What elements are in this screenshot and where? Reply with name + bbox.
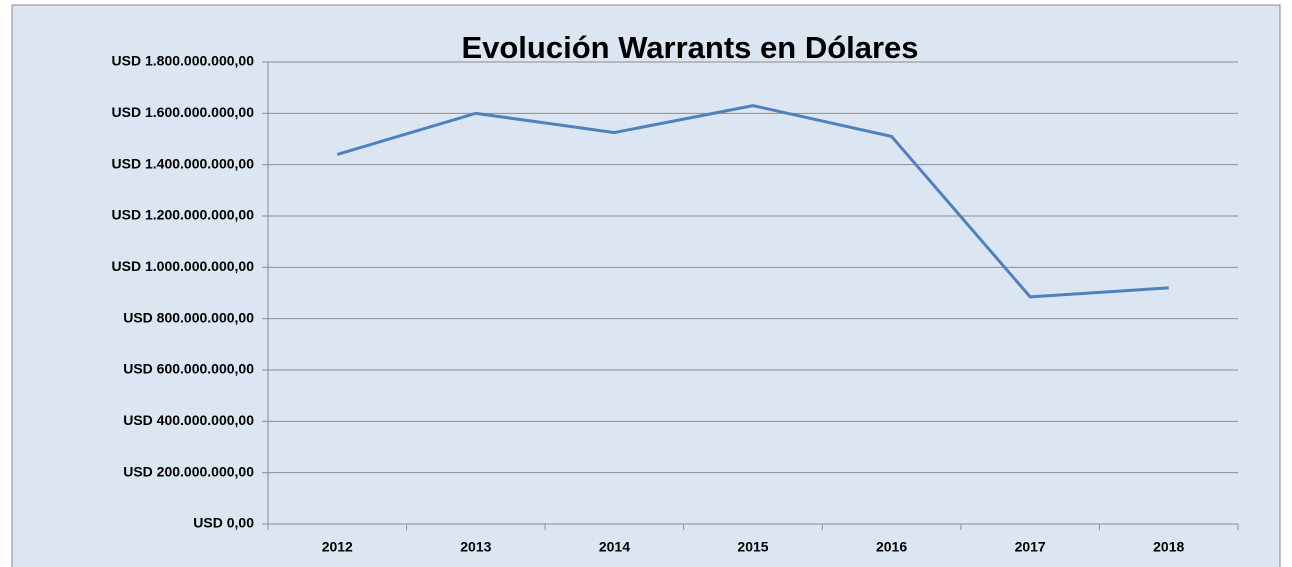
x-tick-label: 2014 xyxy=(599,539,630,555)
chart-title: Evolución Warrants en Dólares xyxy=(461,30,918,65)
y-tick-label: USD 1.400.000.000,00 xyxy=(112,155,255,171)
x-tick-label: 2018 xyxy=(1153,539,1184,555)
x-tick-label: 2015 xyxy=(737,539,768,555)
chart-background xyxy=(11,4,1281,567)
y-tick-label: USD 400.000.000,00 xyxy=(123,412,254,428)
y-tick-label: USD 1.800.000.000,00 xyxy=(112,53,255,69)
x-tick-label: 2017 xyxy=(1015,539,1046,555)
y-tick-label: USD 0,00 xyxy=(193,515,254,531)
y-tick-label: USD 1.600.000.000,00 xyxy=(112,104,255,120)
y-tick-label: USD 1.200.000.000,00 xyxy=(112,207,255,223)
y-tick-label: USD 200.000.000,00 xyxy=(123,463,254,479)
y-tick-label: USD 800.000.000,00 xyxy=(123,309,254,325)
x-tick-label: 2013 xyxy=(460,539,491,555)
x-tick-label: 2012 xyxy=(322,539,353,555)
y-tick-label: USD 1.000.000.000,00 xyxy=(112,258,255,274)
data-line xyxy=(336,104,1169,299)
y-tick-label: USD 600.000.000,00 xyxy=(123,361,254,377)
x-tick-label: 2016 xyxy=(876,539,907,555)
